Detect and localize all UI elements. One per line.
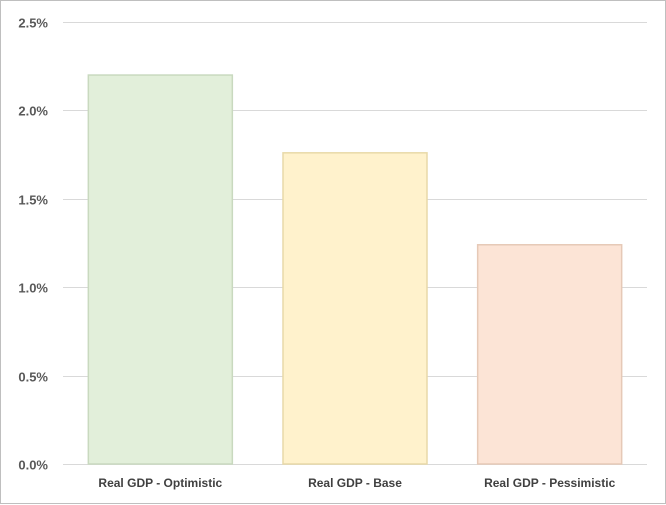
- y-tick-label: 0.5%: [18, 370, 48, 385]
- bar-1: [87, 74, 234, 465]
- y-axis-tick-labels: 0.0% 0.5% 1.0% 1.5% 2.0% 2.5%: [18, 16, 48, 473]
- y-tick-label: 1.0%: [18, 281, 48, 296]
- x-category-label: Real GDP - Base: [308, 476, 402, 490]
- x-axis-category-labels: Real GDP - Optimistic Real GDP - Base Real…: [98, 476, 615, 490]
- bar-3: [476, 244, 623, 465]
- bar-2: [282, 152, 428, 465]
- y-tick-label: 1.5%: [18, 193, 48, 208]
- y-tick-label: 2.5%: [18, 16, 48, 31]
- y-tick-label: 0.0%: [18, 458, 48, 473]
- x-category-label: Real GDP - Optimistic: [98, 476, 222, 490]
- y-tick-label: 2.0%: [18, 104, 48, 119]
- bars: [87, 74, 623, 465]
- x-category-label: Real GDP - Pessimistic: [484, 476, 616, 490]
